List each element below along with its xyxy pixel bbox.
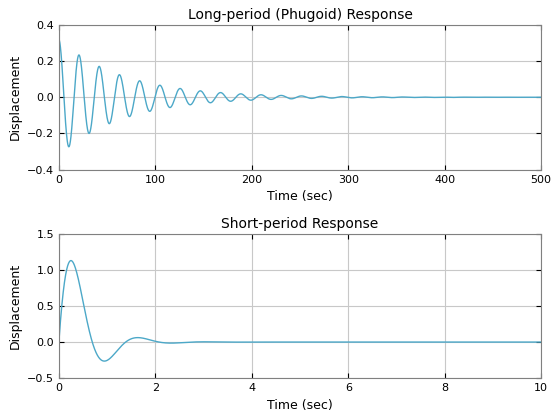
X-axis label: Time (sec): Time (sec) — [267, 399, 333, 412]
Title: Short-period Response: Short-period Response — [221, 217, 379, 231]
Y-axis label: Displacement: Displacement — [8, 263, 21, 349]
Y-axis label: Displacement: Displacement — [8, 54, 21, 140]
Title: Long-period (Phugoid) Response: Long-period (Phugoid) Response — [188, 8, 413, 22]
X-axis label: Time (sec): Time (sec) — [267, 190, 333, 203]
